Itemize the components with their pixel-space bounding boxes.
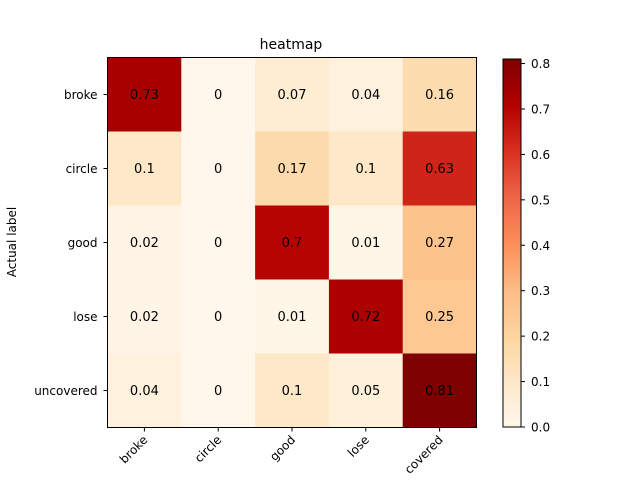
heatmap-cell (328, 353, 404, 428)
heatmap-cell (402, 131, 477, 206)
heatmap-cell (328, 131, 404, 206)
heatmap-cell (328, 57, 404, 132)
cell-value-label: 0.07 (278, 88, 307, 103)
cell-value-label: 0.05 (351, 384, 380, 399)
cell-value-label: 0 (214, 88, 222, 103)
colorbar-tick-label: 0.7 (531, 102, 550, 116)
cell-value-label: 0 (214, 310, 222, 325)
cell-value-label: 0.01 (351, 236, 380, 251)
cell-value-label: 0.02 (130, 236, 159, 251)
cell-value-label: 0.1 (282, 384, 303, 399)
colorbar (503, 59, 521, 427)
cell-value-label: 0 (214, 162, 222, 177)
colorbar-tick-label: 0.2 (531, 330, 550, 344)
cell-value-label: 0.81 (425, 384, 454, 399)
cell-value-label: 0.1 (134, 162, 155, 177)
heatmap-cell (107, 353, 182, 428)
colorbar-tick-label: 0.5 (531, 193, 550, 207)
x-tick-label: good (267, 433, 298, 464)
heatmap-cells (107, 57, 477, 428)
y-tick-label: circle (66, 162, 98, 176)
chart-title: heatmap (260, 37, 323, 53)
heatmap-cell (255, 57, 330, 132)
y-axis-label: Actual label (5, 207, 19, 277)
heatmap-cell (402, 279, 477, 354)
heatmap-cell (255, 131, 330, 206)
colorbar-frame (502, 58, 522, 428)
heatmap-cell (181, 57, 256, 132)
colorbar-tick-label: 0.0 (531, 421, 550, 435)
heatmap-cell (255, 205, 330, 280)
heatmap-cell (107, 131, 182, 206)
cell-value-label: 0.1 (355, 162, 376, 177)
colorbar-ticks: 0.0 0.1 0.2 0.3 0.4 0.5 0.6 0.7 0.8 (521, 57, 550, 435)
heatmap-cell (181, 131, 256, 206)
cell-value-label: 0.73 (130, 88, 159, 103)
y-tick-label: uncovered (34, 384, 97, 398)
heatmap-cell (255, 279, 330, 354)
heatmap-cell-labels: 0.73 0 0.07 0.04 0.16 0.1 0 0.17 0.1 0.63 0.02 0 0.7… (130, 88, 454, 399)
cell-value-label: 0.04 (351, 88, 380, 103)
x-tick-label: broke (117, 433, 151, 467)
heatmap-cell (107, 205, 182, 280)
y-tick-label: broke (64, 88, 98, 102)
y-tick-label: lose (73, 310, 97, 324)
cell-value-label: 0.63 (425, 162, 454, 177)
colorbar-tick-label: 0.4 (531, 239, 550, 253)
heatmap-cell (328, 279, 404, 354)
heatmap-cell (402, 353, 477, 428)
heatmap-cell (107, 57, 182, 132)
colorbar-tick-label: 0.3 (531, 284, 550, 298)
cell-value-label: 0.25 (425, 310, 454, 325)
heatmap-cell (181, 205, 256, 280)
heatmap-cell (402, 205, 477, 280)
heatmap-cell (181, 279, 256, 354)
cell-value-label: 0 (214, 236, 222, 251)
cell-value-label: 0.17 (278, 162, 307, 177)
heatmap-cell (328, 205, 404, 280)
cell-value-label: 0.27 (425, 236, 454, 251)
x-axis-ticks: broke circle good lose covered (117, 427, 446, 477)
colorbar-tick-label: 0.6 (531, 148, 550, 162)
y-tick-label: good (68, 236, 98, 250)
colorbar-tick-label: 0.1 (531, 375, 550, 389)
colorbar-tick-label: 0.8 (531, 57, 550, 71)
cell-value-label: 0.01 (278, 310, 307, 325)
cell-value-label: 0.04 (130, 384, 159, 399)
cell-value-label: 0 (214, 384, 222, 399)
heatmap-cell (181, 353, 256, 428)
x-tick-label: circle (192, 433, 224, 465)
heatmap-cell (255, 353, 330, 428)
y-axis-ticks: broke circle good lose uncovered (34, 88, 108, 398)
heatmap-cell (402, 57, 477, 132)
x-tick-label: covered (402, 433, 446, 477)
cell-value-label: 0.72 (351, 310, 380, 325)
cell-value-label: 0.7 (282, 236, 303, 251)
heatmap-cell (107, 279, 182, 354)
x-tick-label: lose (345, 433, 372, 460)
cell-value-label: 0.16 (425, 88, 454, 103)
cell-value-label: 0.02 (130, 310, 159, 325)
